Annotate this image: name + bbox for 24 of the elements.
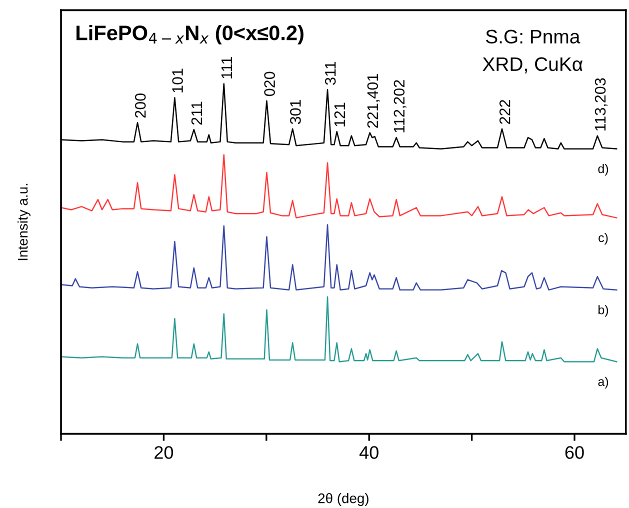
x-axis-title: 2θ (deg) bbox=[318, 493, 368, 506]
x-tick-label: 60 bbox=[565, 446, 584, 459]
annotation: 311 bbox=[324, 62, 336, 85]
annotation: 112,202 bbox=[394, 80, 406, 132]
x-tick-label: 40 bbox=[359, 446, 378, 459]
series-label: c) bbox=[598, 232, 608, 245]
text: XRD, CuKα bbox=[482, 57, 583, 74]
y-axis-title: Intensity a.u. bbox=[18, 184, 30, 260]
annotation: 222 bbox=[499, 100, 510, 124]
annotation: 301 bbox=[290, 100, 301, 124]
chart-title: LiFePO$_{4−x}$N$_{x}$ (0<x≤0.2) bbox=[76, 24, 304, 44]
annotation: 221,401 bbox=[367, 74, 380, 128]
text: S.G: Pnma bbox=[486, 30, 580, 44]
series-label: d) bbox=[598, 164, 608, 176]
annotation: 111 bbox=[222, 57, 232, 78]
series-label: b) bbox=[598, 305, 608, 317]
annotation: 121 bbox=[334, 102, 345, 126]
annotation: 200 bbox=[134, 93, 146, 118]
series-label: a) bbox=[598, 376, 608, 389]
annotation: 113,203 bbox=[594, 78, 608, 131]
annotation: 101 bbox=[172, 68, 183, 92]
annotation: 211 bbox=[191, 102, 202, 125]
x-tick-label: 20 bbox=[154, 446, 174, 459]
annotation: 020 bbox=[264, 72, 275, 96]
